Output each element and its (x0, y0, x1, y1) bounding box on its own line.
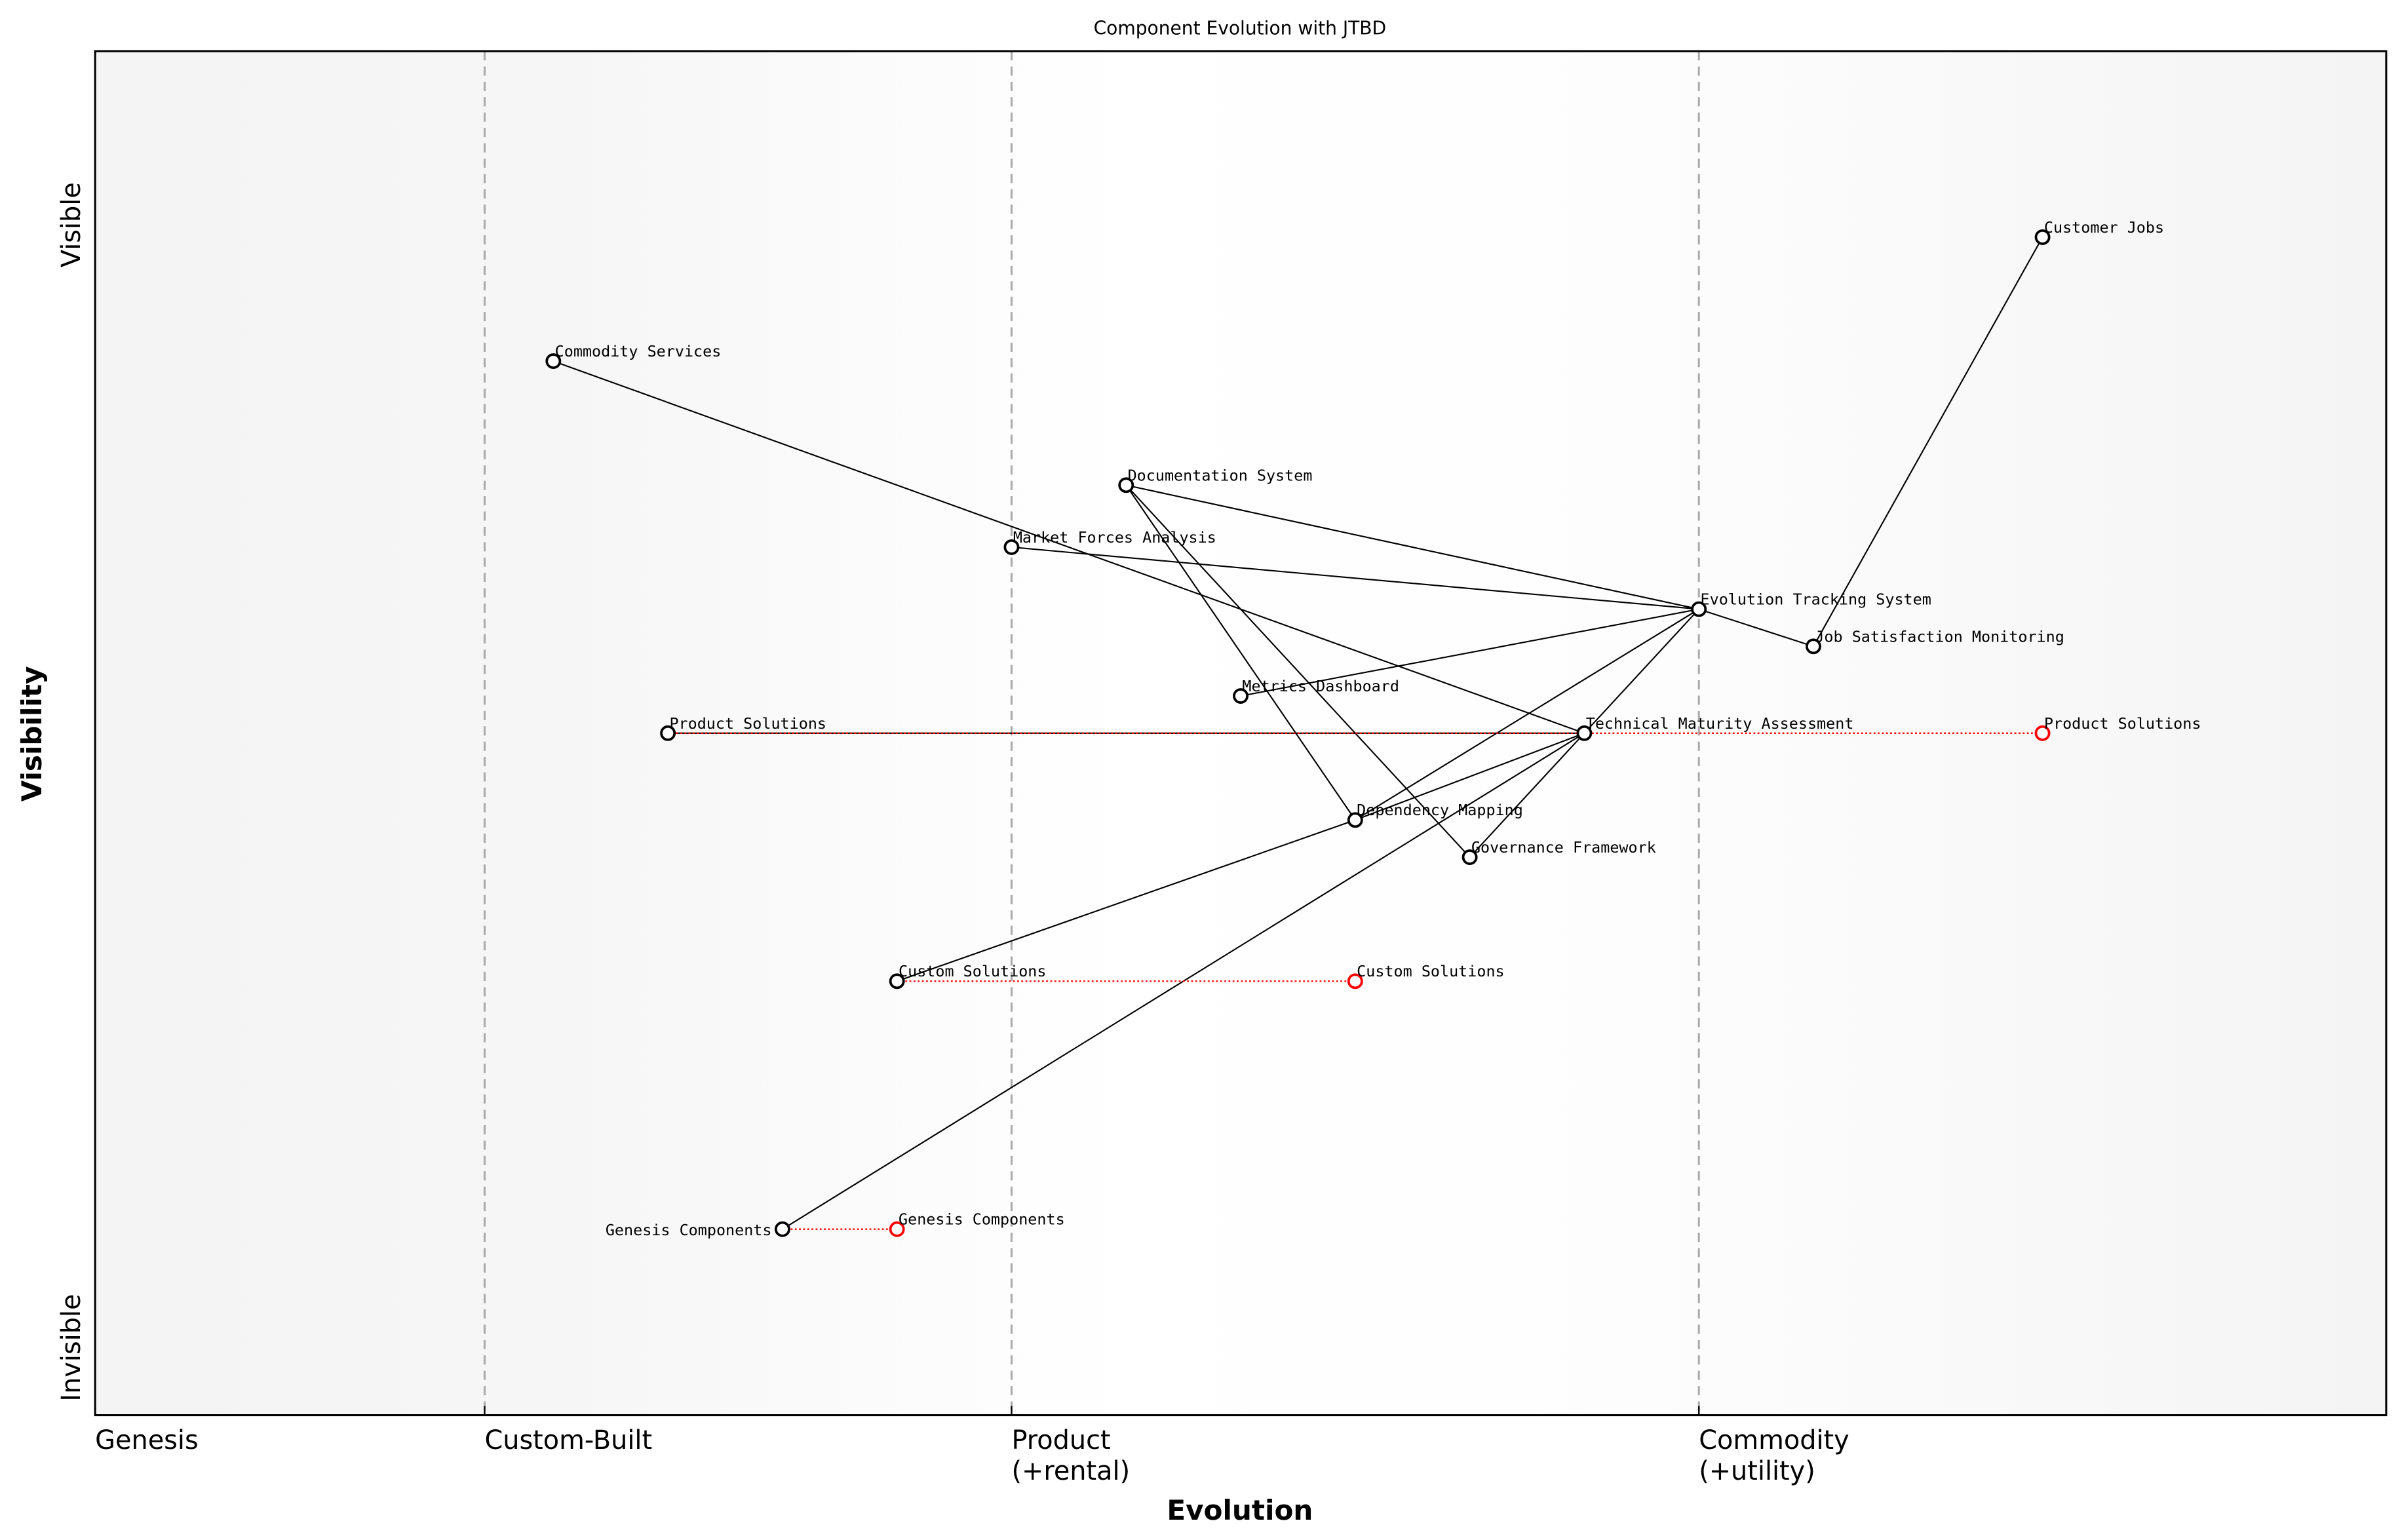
x-tick-label: Product (+rental) (1011, 1425, 1130, 1486)
component-label: Market Forces Analysis (1013, 528, 1216, 547)
dependency-link (552, 360, 1585, 734)
dependency-link (1355, 732, 1585, 821)
component-point (1118, 477, 1134, 493)
x-tick-label: Custom-Built (484, 1425, 652, 1455)
plot-frame (94, 50, 2388, 1417)
dependency-link (1125, 484, 1356, 820)
dependency-link (1240, 608, 1699, 697)
chart-title: Component Evolution with JTBD (1094, 17, 1387, 39)
x-axis-label: Evolution (1167, 1494, 1313, 1526)
evolved-component-point (1347, 973, 1363, 990)
dependency-link (1125, 484, 1471, 858)
dependency-link (897, 819, 1356, 982)
dependency-link (1583, 608, 1699, 734)
dependency-link (1355, 608, 1699, 821)
component-point (1003, 539, 1020, 555)
component-label: Metrics Dashboard (1242, 677, 1399, 695)
component-label: Commodity Services (555, 342, 722, 360)
evolved-component-label: Custom Solutions (1357, 962, 1504, 980)
dependency-link (1011, 546, 1699, 610)
component-label: Dependency Mapping (1357, 801, 1523, 819)
component-label: Documentation System (1128, 466, 1313, 484)
x-tick-label: Commodity (+utility) (1699, 1425, 1849, 1486)
component-point (1806, 638, 1821, 655)
component-point (1461, 849, 1478, 865)
y-tick-label: Visible (56, 182, 87, 267)
component-label: Product Solutions (669, 714, 826, 733)
component-point (545, 353, 562, 370)
y-tick-label: Invisible (56, 1294, 87, 1401)
dependency-link (1126, 484, 1699, 610)
dependency-link (1469, 733, 1585, 858)
component-label: Governance Framework (1471, 838, 1656, 857)
component-point (1347, 812, 1363, 828)
component-label: Job Satisfaction Monitoring (1815, 627, 2064, 645)
component-label: Evolution Tracking System (1701, 590, 1931, 609)
component-label: Custom Solutions (899, 962, 1046, 980)
dependency-link (1698, 608, 1814, 647)
component-point (2034, 229, 2051, 245)
evolved-component-point (2034, 725, 2051, 741)
evolved-component-label: Product Solutions (2044, 714, 2201, 733)
y-axis-label: Visibility (16, 666, 48, 802)
component-label: Genesis Components (606, 1221, 772, 1239)
x-tick-label: Genesis (95, 1425, 199, 1455)
dependency-link (1813, 237, 2043, 647)
component-point (1233, 688, 1248, 704)
component-point (774, 1221, 790, 1237)
evolved-component-point (889, 1221, 905, 1237)
component-label: Customer Jobs (2044, 218, 2164, 237)
component-label: Technical Maturity Assessment (1586, 714, 1854, 733)
component-point (1691, 601, 1707, 617)
evolved-component-label: Genesis Components (899, 1210, 1065, 1229)
component-point (660, 725, 676, 741)
component-point (1576, 725, 1593, 741)
component-point (889, 973, 905, 990)
